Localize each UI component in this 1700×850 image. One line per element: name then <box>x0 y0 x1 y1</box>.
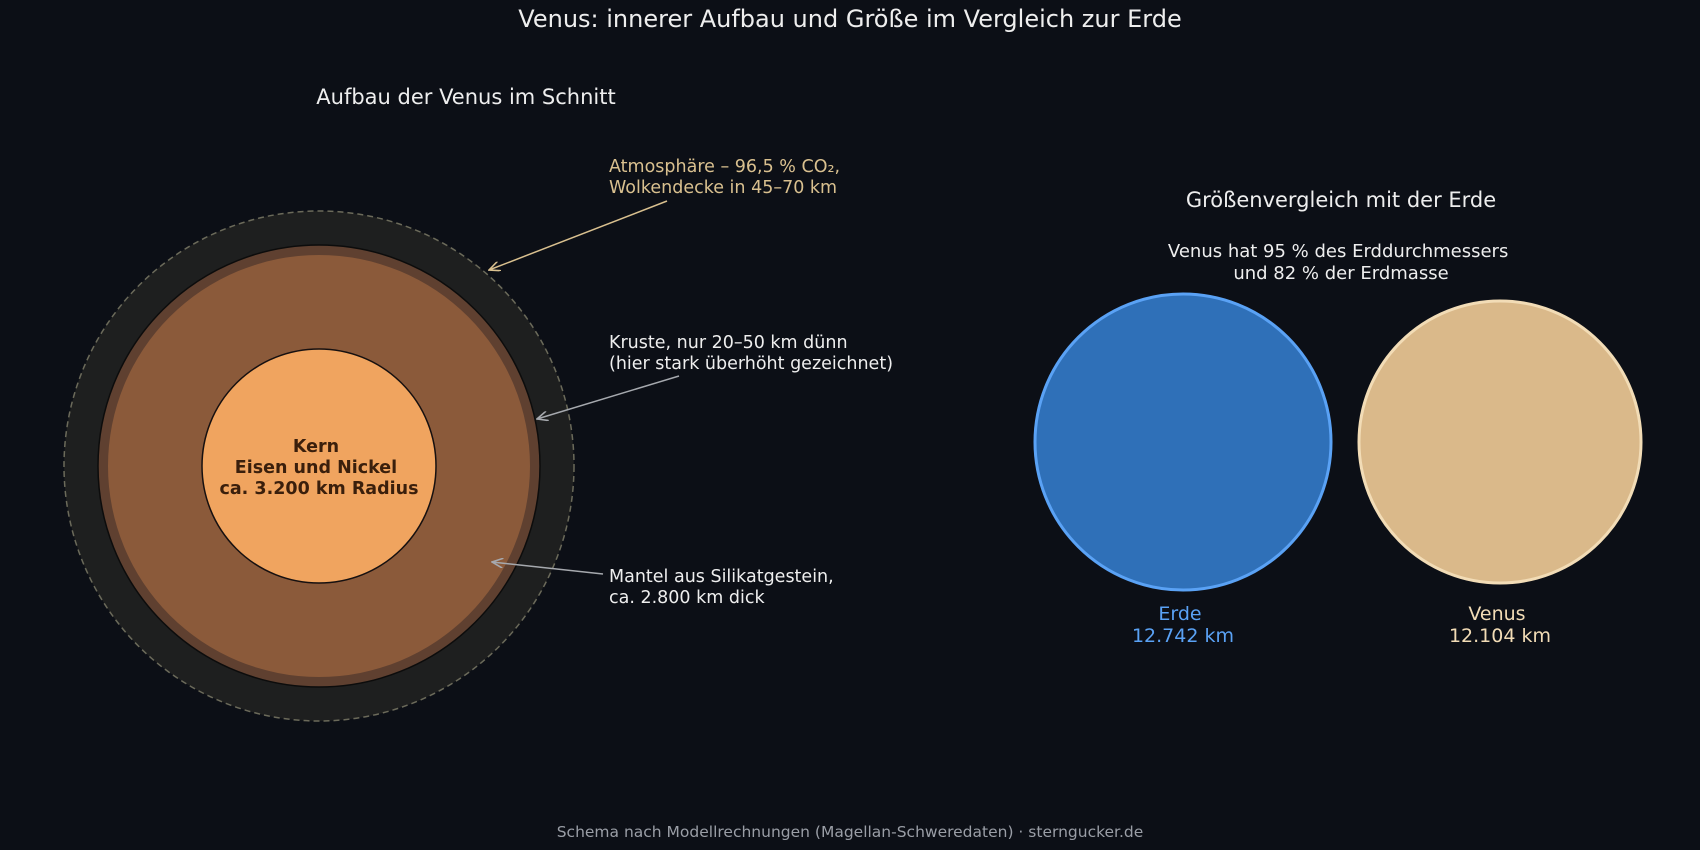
mantle-label-line: Mantel aus Silikatgestein, <box>609 567 834 587</box>
figure-title: Venus: innerer Aufbau und Größe im Vergl… <box>518 5 1181 33</box>
atmosphere-label: Atmosphäre – 96,5 % CO₂, Wolkendecke in … <box>609 157 846 198</box>
mantle-label: Mantel aus Silikatgestein, ca. 2.800 km … <box>609 567 839 608</box>
footer-credit: Schema nach Modellrechnungen (Magellan-S… <box>557 823 1144 841</box>
venus-disc <box>1357 299 1643 585</box>
comparison-subtitle: Venus hat 95 % des Erddurchmessers und 8… <box>1168 241 1514 284</box>
core-label: Kern Eisen und Nickel ca. 3.200 km Radiu… <box>219 437 418 499</box>
earth-name: Erde <box>1158 603 1201 625</box>
earth-diameter: 12.742 km <box>1132 625 1234 647</box>
cross-section-panel: Aufbau der Venus im Schnitt Kern Eisen u… <box>63 85 893 722</box>
core-layer <box>201 348 437 584</box>
comparison-panel: Größenvergleich mit der Erde Venus hat 9… <box>1033 188 1643 647</box>
crust-label-line: (hier stark überhöht gezeichnet) <box>609 354 893 374</box>
cross-section-heading: Aufbau der Venus im Schnitt <box>316 85 615 109</box>
venus-label: Venus 12.104 km <box>1449 603 1551 647</box>
crust-label-line: Kruste, nur 20–50 km dünn <box>609 333 848 353</box>
comparison-subtitle-line: Venus hat 95 % des Erddurchmessers <box>1168 241 1508 262</box>
core-label-line: Eisen und Nickel <box>235 458 397 478</box>
mantle-label-line: ca. 2.800 km dick <box>609 588 765 608</box>
core-label-line: ca. 3.200 km Radius <box>219 479 418 499</box>
atmosphere-label-line: Wolkendecke in 45–70 km <box>609 178 837 198</box>
earth-disc <box>1033 292 1333 592</box>
earth-label: Erde 12.742 km <box>1132 603 1234 647</box>
comparison-subtitle-line: und 82 % der Erdmasse <box>1233 263 1448 284</box>
venus-diameter: 12.104 km <box>1449 625 1551 647</box>
comparison-heading: Größenvergleich mit der Erde <box>1186 188 1496 212</box>
crust-arrow <box>537 375 680 419</box>
venus-name: Venus <box>1468 603 1525 625</box>
crust-label: Kruste, nur 20–50 km dünn (hier stark üb… <box>609 333 893 374</box>
atmosphere-arrow <box>489 200 668 270</box>
atmosphere-label-line: Atmosphäre – 96,5 % CO₂, <box>609 157 840 177</box>
mantle-arrow <box>492 562 604 575</box>
core-label-line: Kern <box>293 437 339 457</box>
